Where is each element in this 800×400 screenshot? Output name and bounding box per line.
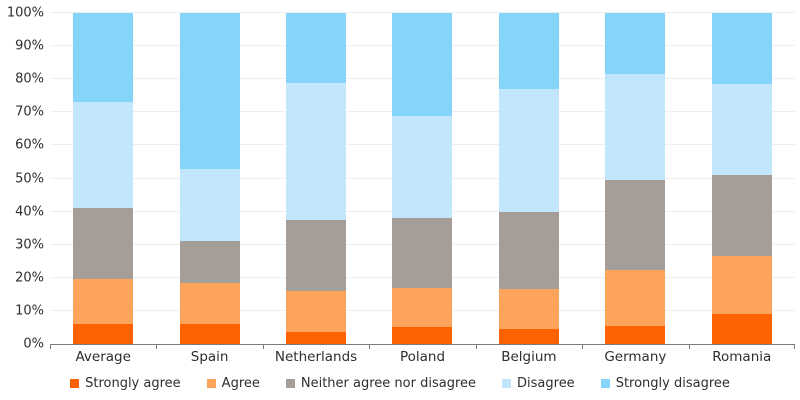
bar-segment — [73, 324, 134, 344]
bar-slot — [476, 13, 582, 344]
stacked-bar-belgium — [498, 13, 559, 344]
bar-segment — [605, 74, 666, 181]
gridline — [50, 12, 795, 13]
legend-item: Disagree — [502, 376, 575, 391]
bar-segment — [73, 279, 134, 325]
x-axis-tick — [156, 345, 158, 349]
legend-label: Strongly disagree — [615, 376, 730, 391]
legend-item: Agree — [206, 376, 260, 391]
y-axis-tick-label: 100% — [6, 5, 44, 21]
legend-label: Strongly agree — [85, 376, 181, 391]
x-axis-tick-label: Germany — [604, 349, 667, 365]
bar-segment — [711, 84, 772, 176]
x-axis-tick-label: Belgium — [501, 349, 557, 365]
y-axis-tick-label: 60% — [15, 137, 44, 153]
bar-segment — [498, 13, 559, 90]
bar-segment — [605, 180, 666, 270]
y-axis-tick-label: 40% — [15, 204, 44, 220]
x-axis-tick — [794, 345, 795, 349]
stacked-bar-netherlands — [286, 13, 347, 344]
x-axis-tick-label: Spain — [190, 349, 229, 365]
legend-swatch-icon — [285, 379, 295, 388]
bar-segment — [286, 219, 347, 292]
bar-segment — [392, 287, 453, 328]
stacked-bar-poland — [392, 13, 453, 344]
legend-label: Disagree — [517, 376, 575, 391]
bar-segment — [179, 324, 240, 344]
x-axis-tick-label: Netherlands — [274, 349, 358, 365]
bar-segment — [392, 218, 453, 288]
y-axis: 0% 10% 20% 30% 40% 50% 60% 70% 80% 90% 100% — [0, 7, 44, 351]
bar-segment — [605, 13, 666, 75]
bar-segment — [498, 89, 559, 212]
bar-segment — [73, 102, 134, 209]
bar-segment — [711, 175, 772, 257]
legend: Strongly agree Agree Neither agree nor dis… — [0, 376, 800, 391]
x-axis-tick-label: Romania — [712, 349, 772, 365]
stacked-bar-average — [73, 13, 134, 344]
x-axis: Average Spain Netherlands Poland Belgium Germ… — [50, 349, 795, 366]
y-axis-tick-label: 80% — [15, 71, 44, 87]
bar-slot — [689, 13, 795, 344]
legend-item: Neither agree nor disagree — [285, 376, 477, 391]
y-axis-tick-label: 50% — [15, 171, 44, 186]
plot-area — [50, 12, 795, 349]
bar-segment — [73, 13, 134, 103]
bar-segment — [179, 13, 240, 169]
bar-segment — [179, 168, 240, 242]
legend-swatch-icon — [70, 379, 80, 388]
x-axis-tick-label: Poland — [399, 349, 446, 365]
stacked-bar-germany — [605, 13, 666, 344]
bar-segment — [286, 332, 347, 344]
y-axis-tick-label: 90% — [15, 38, 44, 54]
bar-segment — [179, 282, 240, 325]
bar-segment — [392, 327, 453, 344]
x-axis-tick-label: Average — [75, 349, 131, 365]
bar-segment — [498, 289, 559, 330]
bar-segment — [711, 13, 772, 85]
bar-segment — [498, 329, 559, 344]
x-axis-tick — [262, 345, 264, 349]
legend-swatch-icon — [206, 379, 216, 388]
legend-swatch-icon — [600, 379, 610, 388]
x-axis-tick — [369, 345, 371, 349]
y-axis-tick-label: 10% — [15, 303, 44, 319]
legend-item: Strongly agree — [70, 376, 181, 391]
bar-segment — [605, 269, 666, 326]
bar-slot — [582, 13, 688, 344]
bar-segment — [711, 256, 772, 315]
y-axis-tick-label: 70% — [15, 104, 44, 120]
stacked-bar-romania — [711, 13, 772, 344]
bar-segment — [392, 13, 453, 116]
bar-segment — [286, 82, 347, 220]
y-axis-tick-label: 30% — [15, 237, 44, 253]
legend-label: Neither agree nor disagree — [300, 376, 477, 391]
bar-segment — [286, 13, 347, 83]
y-axis-tick-label: 20% — [15, 270, 44, 286]
x-axis-tick — [50, 345, 51, 349]
x-axis-tick — [582, 345, 584, 349]
bar-slot — [369, 13, 475, 344]
x-axis-tick — [475, 345, 477, 349]
bar-segment — [605, 325, 666, 344]
y-axis-tick-label: 0% — [23, 336, 44, 352]
bar-slot — [263, 13, 369, 344]
legend-swatch-icon — [502, 379, 512, 388]
legend-label: Agree — [221, 376, 260, 391]
bar-slot — [156, 13, 262, 344]
bar-segment — [179, 241, 240, 283]
bar-segment — [711, 314, 772, 344]
bar-segment — [286, 291, 347, 333]
x-axis-tick — [688, 345, 690, 349]
legend-item: Strongly disagree — [600, 376, 730, 391]
bar-slot — [50, 13, 156, 344]
stacked-bar-spain — [179, 13, 240, 344]
bar-segment — [498, 211, 559, 290]
bar-segment — [392, 115, 453, 219]
bar-segment — [73, 208, 134, 280]
